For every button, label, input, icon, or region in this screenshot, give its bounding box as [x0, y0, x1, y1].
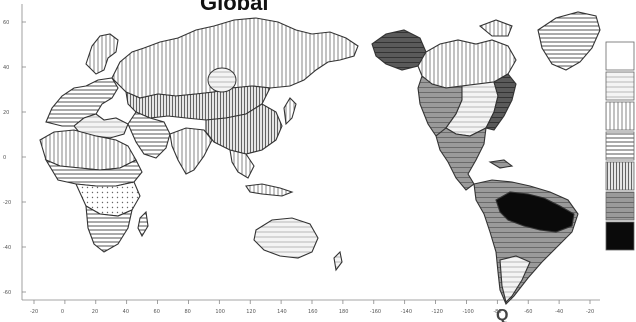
landmass-indonesia [245, 183, 294, 197]
legend-swatch [605, 191, 635, 221]
landmass-japan [283, 97, 297, 126]
x-tick-label: 80 [184, 309, 190, 315]
x-tick-label: 180 [339, 309, 349, 315]
x-tick-label: 60 [154, 309, 160, 315]
y-tick-label: 0 [3, 155, 6, 161]
legend-swatch [605, 131, 635, 161]
title-fragment-right: Q [496, 307, 508, 322]
x-tick-label: -100 [462, 309, 473, 315]
legend-swatch [605, 101, 635, 131]
x-tick-label: 140 [277, 309, 287, 315]
x-tick-label: -80 [493, 309, 501, 315]
landmass-lake [207, 67, 237, 93]
x-tick-label: 160 [308, 309, 318, 315]
landmass-usa-east [485, 73, 517, 131]
legend-swatch [605, 71, 635, 101]
x-tick-label: -120 [432, 309, 443, 315]
x-tick-label: 40 [123, 309, 129, 315]
landmasses [39, 11, 601, 305]
x-tick-label: -20 [586, 309, 594, 315]
x-tick-label: -160 [370, 309, 381, 315]
y-tick-label: 20 [3, 110, 9, 116]
landmass-india [169, 127, 213, 175]
legend-swatch [605, 221, 635, 251]
landmass-arabia [127, 111, 171, 159]
landmass-europe-west [45, 77, 119, 127]
x-axis-ticks: -20 0 20 40 60 80 100 120 140 160 180 -160 -140 -120 -… [30, 300, 594, 315]
landmass-east-asia [205, 103, 283, 155]
legend-swatch [605, 41, 635, 71]
x-tick-label: -40 [555, 309, 563, 315]
landmass-alaska [371, 29, 427, 71]
x-tick-label: -60 [524, 309, 532, 315]
landmass-greenland [537, 11, 601, 71]
landmass-southeast-asia [229, 149, 255, 179]
landmass-scandinavia [85, 33, 119, 75]
landmass-australia [253, 217, 319, 259]
landmass-amazon [495, 191, 575, 233]
landmass-mexico [435, 127, 487, 191]
x-tick-label: -140 [401, 309, 412, 315]
landmass-southern-cone [499, 255, 531, 304]
x-tick-label: 100 [215, 309, 225, 315]
x-tick-label: 120 [246, 309, 256, 315]
y-tick-label: 60 [3, 20, 9, 26]
landmass-arctic-islands [478, 19, 513, 37]
y-tick-label: 40 [3, 65, 9, 71]
legend-swatch [605, 161, 635, 191]
y-tick-label: -20 [3, 200, 11, 206]
landmass-russia [111, 17, 359, 99]
landmass-caribbean [488, 159, 514, 169]
y-tick-label: -40 [3, 245, 11, 251]
x-tick-label: 20 [92, 309, 98, 315]
landmass-new-zealand [333, 250, 343, 272]
map-legend [605, 41, 635, 251]
x-tick-label: 0 [61, 309, 64, 315]
map-title: Global [200, 0, 268, 15]
x-tick-label: -20 [30, 309, 38, 315]
landmass-madagascar [137, 210, 149, 238]
y-axis-ticks: 60 40 20 0 -20 -40 -60 [3, 20, 26, 296]
y-tick-label: -60 [3, 290, 11, 296]
landmass-africa-south [85, 204, 133, 253]
